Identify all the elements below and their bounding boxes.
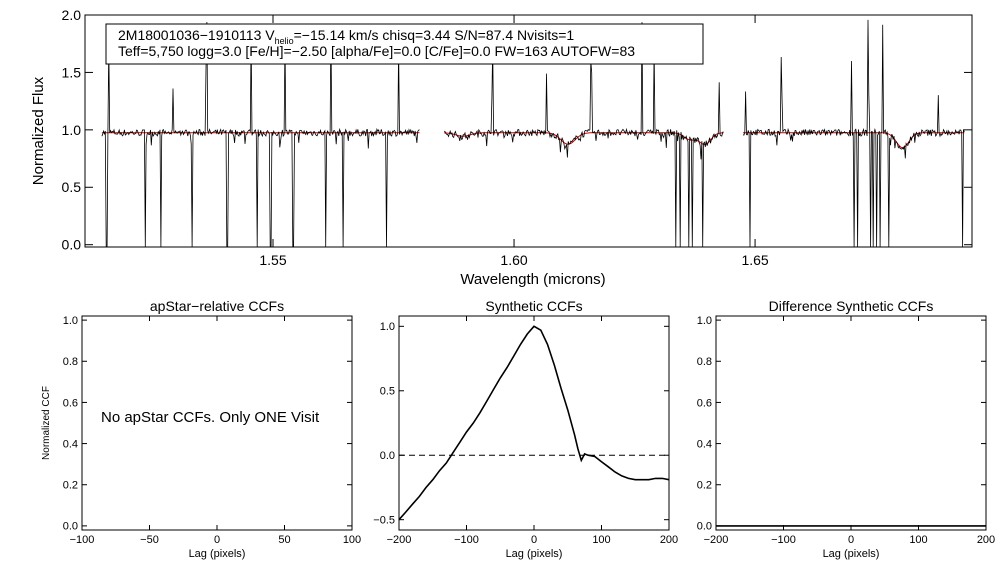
apstar-ytick-label: 0.0 <box>63 521 78 533</box>
spectrum-annotation-box: 2M18001036−1910113 Vhelio=−15.14 km/s ch… <box>105 23 704 65</box>
apstar-xtick-label: 0 <box>214 534 220 546</box>
synthetic-xtick-label: −200 <box>387 534 412 546</box>
synthetic-plot-frame <box>398 315 670 531</box>
difference-xtick-label: 200 <box>977 534 995 546</box>
difference-xtick-label: 0 <box>848 534 854 546</box>
spectrum-model-line <box>101 132 965 149</box>
apstar-ytick-label: 1.0 <box>63 315 78 327</box>
spectrum-ytick-label: 2.0 <box>62 7 82 23</box>
apstar-xlabel: Lag (pixels) <box>189 548 246 560</box>
apstar-title: apStar−relative CCFs <box>150 298 284 314</box>
annotation-fit-values: =−15.14 km/s chisq=3.44 S/N=87.4 Nvisits… <box>294 27 575 43</box>
synthetic-axis-ticks: −200 −100 0 100 200 −0.5 0.0 0.5 1.0 <box>373 316 678 546</box>
synthetic-ccf-panel: Synthetic CCFs −200 −100 0 100 200 −0.5 0.0 0.5… <box>373 298 678 560</box>
annotation-star-id: 2M18001036−1910113 V <box>118 27 275 43</box>
annotation-line-1: 2M18001036−1910113 Vhelio=−15.14 km/s ch… <box>118 27 574 46</box>
synthetic-xtick-label: 0 <box>531 534 537 546</box>
spectrum-observed-line <box>101 19 965 248</box>
apstar-ylabel: Normalized CCF <box>41 386 52 460</box>
difference-ytick-label: 0.6 <box>697 397 712 409</box>
spectrum-ylabel: Normalized Flux <box>30 76 47 185</box>
apstar-no-ccf-message: No apStar CCFs. Only ONE Visit <box>101 409 320 426</box>
apstar-ccf-panel: apStar−relative CCFs −100 −50 0 50 100 0.0 0.2… <box>41 298 361 560</box>
apstar-xtick-label: 50 <box>278 534 290 546</box>
synthetic-ytick-label: 0.5 <box>380 386 395 398</box>
annotation-helio-subscript: helio <box>275 36 294 46</box>
difference-xlabel: Lag (pixels) <box>823 548 880 560</box>
apstar-ytick-label: 0.8 <box>63 356 78 368</box>
synthetic-ytick-label: 1.0 <box>380 321 395 333</box>
apstar-xtick-label: −100 <box>70 534 95 546</box>
synthetic-ccf-line <box>398 325 670 521</box>
difference-xtick-label: −100 <box>771 534 796 546</box>
difference-xtick-label: 100 <box>909 534 927 546</box>
synthetic-xtick-label: 100 <box>592 534 610 546</box>
difference-ytick-label: 0.0 <box>697 521 712 533</box>
synthetic-xtick-label: −100 <box>454 534 479 546</box>
apstar-xtick-label: −50 <box>140 534 159 546</box>
difference-ytick-label: 0.4 <box>697 438 712 450</box>
spectrum-axis-ticks: 1.55 1.60 1.65 0.0 0.5 1.0 1.5 2.0 <box>62 7 972 268</box>
spectrum-xtick-label: 1.55 <box>259 252 286 268</box>
synthetic-ytick-label: −0.5 <box>373 515 395 527</box>
difference-ytick-label: 0.8 <box>697 356 712 368</box>
annotation-line-2: Teff=5,750 logg=3.0 [Fe/H]=−2.50 [alpha/… <box>118 43 635 59</box>
spectrum-xlabel: Wavelength (microns) <box>460 271 605 288</box>
spectrum-xtick-label: 1.60 <box>500 252 527 268</box>
annotation-frame <box>105 23 704 65</box>
synthetic-title: Synthetic CCFs <box>485 298 582 314</box>
spectrum-panel: 1.55 1.60 1.65 0.0 0.5 1.0 1.5 2.0 Wavelength (… <box>30 7 973 288</box>
difference-xtick-label: −200 <box>704 534 729 546</box>
difference-ytick-label: 0.2 <box>697 480 712 492</box>
difference-ytick-label: 1.0 <box>697 315 712 327</box>
synthetic-xtick-label: 200 <box>660 534 678 546</box>
apstar-xtick-label: 100 <box>343 534 361 546</box>
spectrum-ytick-label: 0.0 <box>62 237 82 253</box>
spectrum-ytick-label: 0.5 <box>62 179 82 195</box>
synthetic-ytick-label: 0.0 <box>380 450 395 462</box>
spectrum-ytick-label: 1.5 <box>62 64 82 80</box>
difference-title: Difference Synthetic CCFs <box>769 298 934 314</box>
apstar-ytick-label: 0.4 <box>63 438 78 450</box>
apstar-axis-ticks: −100 −50 0 50 100 0.0 0.2 0.4 0.6 0.8 1.0 <box>63 315 361 546</box>
difference-ccf-panel: Difference Synthetic CCFs −200 −100 0 100 20… <box>697 298 995 560</box>
spectrum-ytick-label: 1.0 <box>62 122 82 138</box>
apstar-ytick-label: 0.2 <box>63 480 78 492</box>
spectrum-xtick-label: 1.65 <box>741 252 768 268</box>
apstar-ytick-label: 0.6 <box>63 397 78 409</box>
synthetic-xlabel: Lag (pixels) <box>506 548 563 560</box>
difference-plot-frame <box>715 315 987 531</box>
difference-axis-ticks: −200 −100 0 100 200 0.0 0.2 0.4 0.6 0.8 1.0 <box>697 315 995 546</box>
spectrum-plot-frame <box>84 14 973 248</box>
